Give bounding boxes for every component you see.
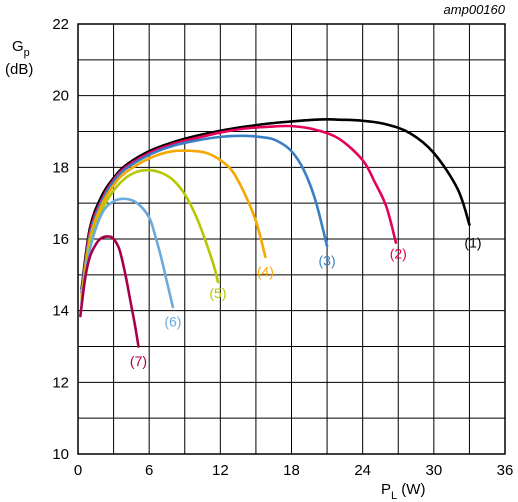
y-tick-label: 10 xyxy=(52,446,69,463)
x-axis-label-main: P xyxy=(381,481,391,498)
curve-label-7: (7) xyxy=(130,353,147,369)
curve-4 xyxy=(80,149,267,298)
x-tick-label: 6 xyxy=(145,462,153,479)
curve-label-6: (6) xyxy=(164,313,181,329)
figure-reference: amp00160 xyxy=(444,2,506,17)
y-tick-label: 18 xyxy=(52,159,69,176)
x-axis-label-unit: (W) xyxy=(397,481,425,498)
x-tick-label: 0 xyxy=(74,462,82,479)
y-axis-unit: (dB) xyxy=(5,61,33,78)
y-axis-label-main: G xyxy=(12,38,24,55)
curve-label-1: (1) xyxy=(464,235,481,251)
y-tick-label: 12 xyxy=(52,374,69,391)
x-tick-label: 18 xyxy=(283,462,300,479)
y-axis-label: Gp xyxy=(12,38,30,59)
x-tick-labels: 0 6 12 18 24 30 36 xyxy=(74,462,514,479)
y-tick-label: 20 xyxy=(52,88,69,105)
y-tick-labels: 10 12 14 16 18 20 22 xyxy=(52,16,69,463)
curve-3 xyxy=(80,134,329,295)
y-tick-label: 14 xyxy=(52,303,69,320)
grid-lines xyxy=(77,23,506,455)
y-tick-label: 22 xyxy=(52,16,69,33)
x-tick-label: 24 xyxy=(354,462,371,479)
curve-2 xyxy=(80,124,398,295)
y-tick-label: 16 xyxy=(52,231,69,248)
curves-group xyxy=(79,118,471,348)
y-axis-label-sub: p xyxy=(24,47,30,59)
x-tick-label: 30 xyxy=(425,462,442,479)
x-tick-label: 36 xyxy=(497,462,514,479)
x-tick-label: 12 xyxy=(212,462,229,479)
curve-label-2: (2) xyxy=(390,245,407,261)
curve-5 xyxy=(80,168,220,302)
x-axis-label-sub: L xyxy=(391,490,397,502)
curve-label-3: (3) xyxy=(319,253,336,269)
curve-labels: (1) (2) (3) (4) (5) (6) (7) xyxy=(130,235,482,369)
curve-label-4: (4) xyxy=(257,263,274,279)
x-axis-label: PL (W) xyxy=(381,481,425,502)
plot-frame xyxy=(77,23,506,455)
curve-7 xyxy=(79,235,140,348)
curve-label-5: (5) xyxy=(209,285,226,301)
curve-6 xyxy=(80,197,175,309)
